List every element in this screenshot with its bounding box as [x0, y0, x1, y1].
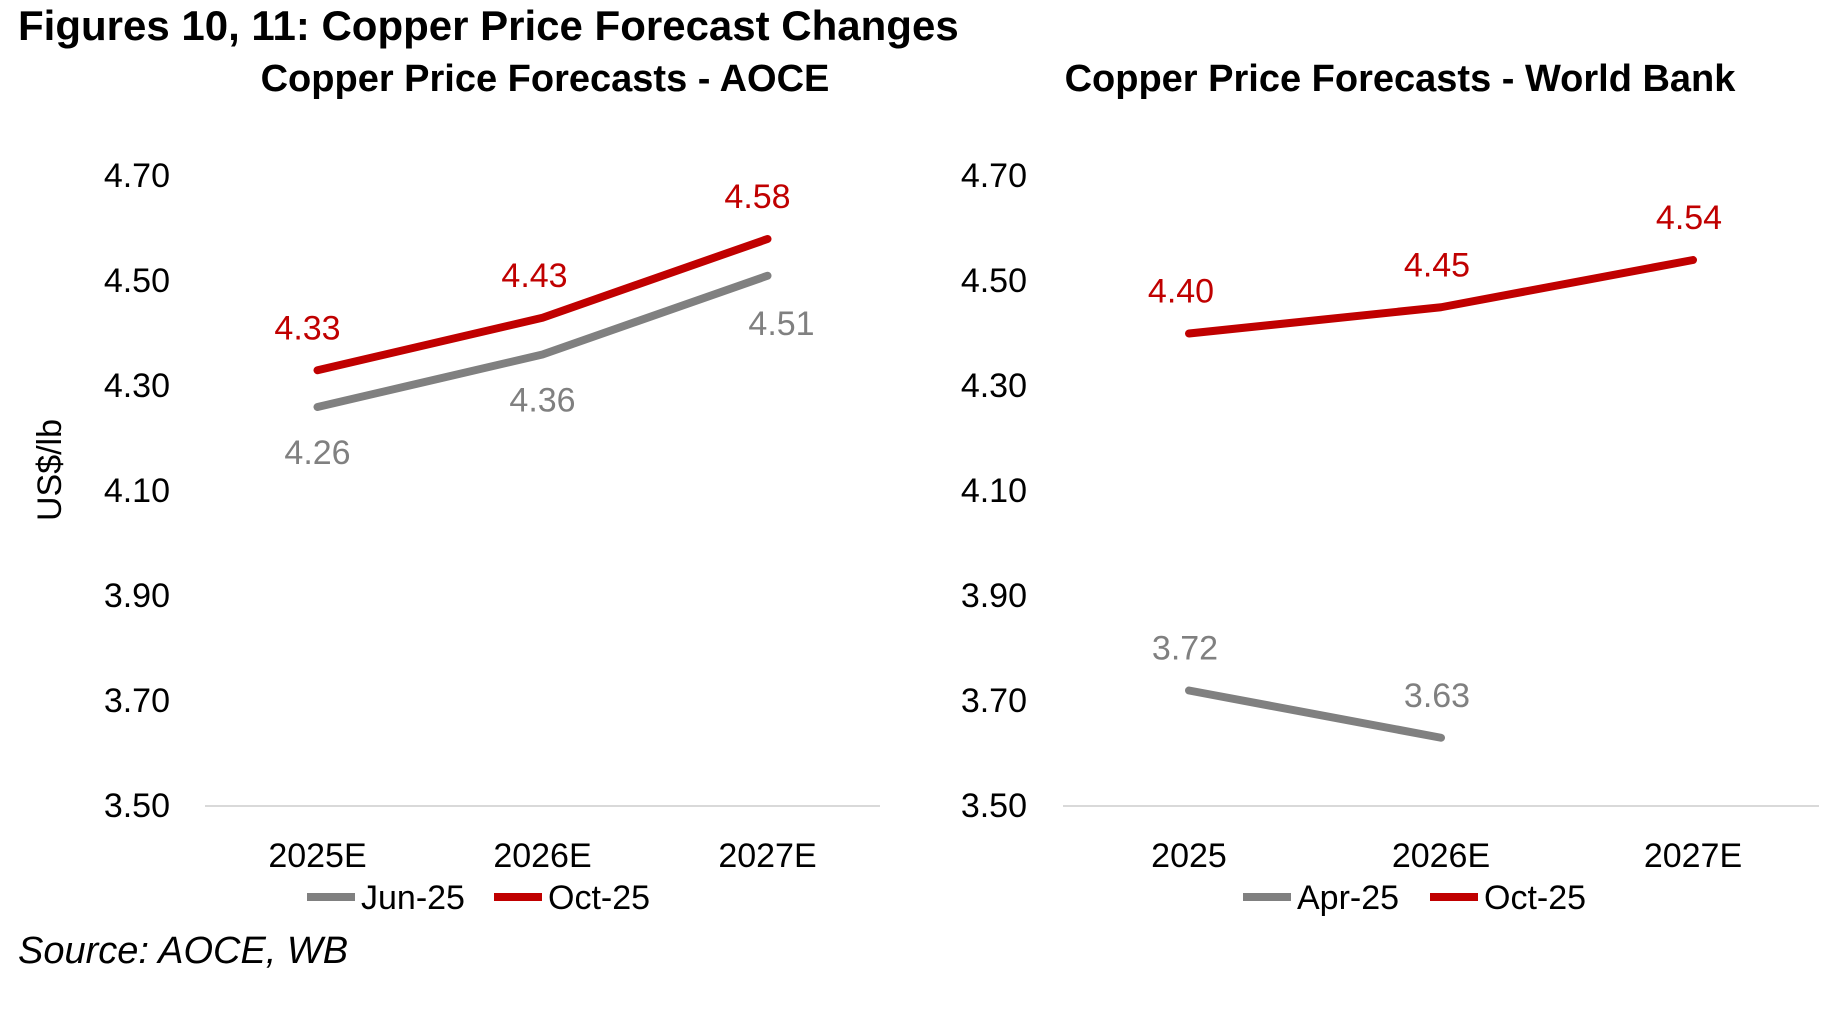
y-tick-label-1-6: 3.50 [961, 787, 1027, 825]
chart-title-aoce: Copper Price Forecasts - AOCE [260, 58, 830, 100]
y-tick-label-1-4: 3.90 [961, 577, 1027, 615]
chart-title-world-bank: Copper Price Forecasts - World Bank [1064, 58, 1736, 100]
data-label-apr-25-2025: 3.72 [1152, 630, 1218, 668]
data-label-oct-25-2027e: 4.58 [724, 178, 790, 216]
y-tick-label-1-2: 4.30 [961, 367, 1027, 405]
x-category-label-0-0: 2025E [268, 837, 366, 875]
series-line-apr-25 [1185, 686, 1445, 742]
y-axis-title-0: US$/lb [31, 419, 69, 521]
y-tick-label-1-3: 4.10 [961, 472, 1027, 510]
y-tick-label-1-0: 4.70 [961, 157, 1027, 195]
figure-title: Figures 10, 11: Copper Price Forecast Ch… [18, 2, 959, 49]
data-label-apr-25-2026e: 3.63 [1404, 677, 1470, 715]
y-tick-label-1-5: 3.70 [961, 682, 1027, 720]
y-tick-label-0-5: 3.70 [104, 682, 170, 720]
legend-label-apr-25: Apr-25 [1297, 879, 1399, 917]
x-category-label-0-1: 2026E [493, 837, 591, 875]
series-line-oct-25 [313, 235, 772, 375]
y-tick-label-0-3: 4.10 [104, 472, 170, 510]
source-note: Source: AOCE, WB [18, 930, 349, 972]
series-line-oct-25 [1185, 256, 1697, 338]
y-tick-label-0-2: 4.30 [104, 367, 170, 405]
legend-label-oct-25: Oct-25 [1484, 879, 1586, 917]
legend-label-jun-25: Jun-25 [361, 879, 465, 917]
legend-label-oct-25: Oct-25 [548, 879, 650, 917]
data-label-jun-25-2026e: 4.36 [509, 382, 575, 420]
data-label-oct-25-2025e: 4.33 [274, 309, 340, 347]
y-tick-label-0-4: 3.90 [104, 577, 170, 615]
data-label-oct-25-2027e: 4.54 [1656, 199, 1722, 237]
data-label-oct-25-2026e: 4.45 [1404, 246, 1470, 284]
y-tick-label-0-1: 4.50 [104, 262, 170, 300]
x-category-label-0-2: 2027E [718, 837, 816, 875]
series-line-jun-25 [313, 271, 772, 411]
y-tick-label-1-1: 4.50 [961, 262, 1027, 300]
x-category-label-1-0: 2025 [1151, 837, 1227, 875]
x-category-label-1-1: 2026E [1392, 837, 1490, 875]
x-category-label-1-2: 2027E [1644, 837, 1742, 875]
y-tick-label-0-6: 3.50 [104, 787, 170, 825]
data-label-jun-25-2027e: 4.51 [748, 305, 814, 343]
data-label-jun-25-2025e: 4.26 [284, 434, 350, 472]
y-tick-label-0-0: 4.70 [104, 157, 170, 195]
data-label-oct-25-2025: 4.40 [1148, 273, 1214, 311]
data-label-oct-25-2026e: 4.43 [501, 257, 567, 295]
